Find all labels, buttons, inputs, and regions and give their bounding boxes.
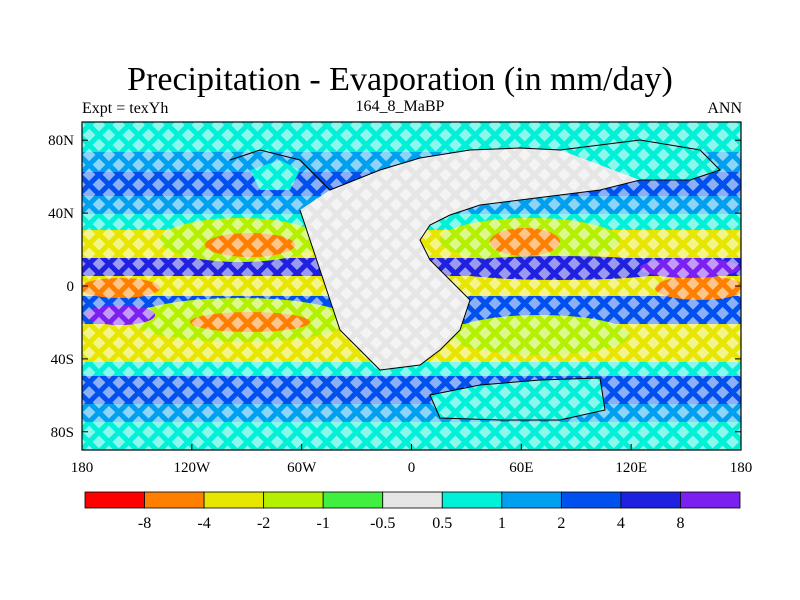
lon-tick-label: 60W — [287, 460, 317, 476]
latitude-axis: 80N 40N 0 40S 80S — [48, 133, 741, 441]
experiment-label: Expt = texYh — [82, 100, 169, 117]
colorbar-swatch — [382, 491, 443, 509]
lat-tick-label: 80S — [51, 425, 74, 441]
colorbar-swatch — [560, 491, 622, 509]
colorbar-label: 8 — [676, 515, 684, 532]
lat-tick-label: 40S — [51, 352, 74, 368]
colorbar-swatch — [322, 491, 384, 509]
map-field — [82, 122, 741, 450]
colorbar-label: 4 — [617, 515, 625, 532]
lat-tick-label: 0 — [67, 279, 75, 295]
season-label: ANN — [707, 100, 742, 117]
colorbar-swatch — [203, 491, 265, 509]
colorbar-swatch — [680, 491, 741, 509]
colorbar-label: 1 — [498, 515, 506, 532]
colorbar-label: -4 — [197, 515, 210, 532]
colorbar-swatch — [441, 491, 503, 509]
colorbar-swatch — [263, 491, 324, 509]
colorbar-swatch — [501, 491, 562, 509]
colorbar-label: -1 — [317, 515, 330, 532]
lon-tick-label: 60E — [509, 460, 533, 476]
lon-tick-label: 120W — [173, 460, 211, 476]
colorbar-swatch — [84, 491, 145, 509]
colorbar-swatch — [620, 491, 681, 509]
colorbar-label: 0.5 — [432, 515, 452, 532]
lat-tick-label: 80N — [48, 133, 74, 149]
colorbar-swatch — [144, 491, 205, 509]
colorbar: -8 -4 -2 -1 -0.5 0.5 1 2 4 8 — [84, 491, 741, 532]
age-label: 164_8_MaBP — [355, 98, 445, 115]
lon-tick-label: 0 — [408, 460, 416, 476]
lat-tick-label: 40N — [48, 206, 74, 222]
lon-tick-label: 120E — [615, 460, 647, 476]
colorbar-label: -8 — [138, 515, 151, 532]
lon-tick-label: 180 — [71, 460, 94, 476]
longitude-axis: 180 120W 60W 0 60E 120E 180 — [71, 444, 753, 476]
colorbar-label: -2 — [257, 515, 270, 532]
map-title: Precipitation - Evaporation (in mm/day) — [127, 61, 673, 98]
colorbar-label: 2 — [557, 515, 565, 532]
colorbar-label: -0.5 — [370, 515, 395, 532]
lon-tick-label: 180 — [730, 460, 753, 476]
